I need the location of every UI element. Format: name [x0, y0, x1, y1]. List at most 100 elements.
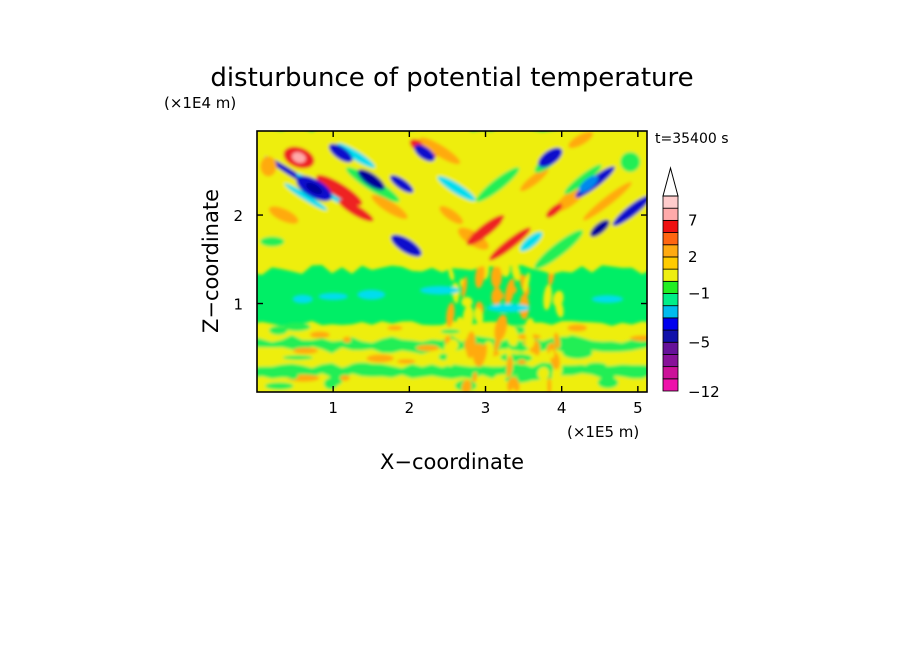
contour-region: [357, 169, 385, 191]
colorbar-extend-arrow: [662, 166, 679, 197]
contour-region: [506, 326, 519, 347]
chart-title: disturbunce of potential temperature: [210, 63, 693, 93]
contour-region: [462, 305, 474, 330]
contour-region: [475, 263, 485, 289]
contour-region: [487, 303, 530, 313]
contour-region: [292, 152, 306, 163]
y-axis-label: Z−coordinate: [199, 189, 223, 333]
contour-region: [328, 143, 353, 163]
contour-region: [465, 331, 476, 359]
contour-region: [547, 377, 552, 392]
contour-region: [520, 231, 543, 252]
colorbar-swatch: [662, 219, 679, 233]
contour-region: [553, 332, 561, 349]
colorbar-swatch: [662, 329, 679, 343]
contour-region: [260, 236, 285, 247]
contour-region: [545, 203, 563, 218]
contour-region: [537, 367, 550, 380]
plot-frame: [256, 130, 648, 393]
contour-region: [387, 325, 403, 331]
colorbar-swatch: [662, 366, 679, 380]
contour-region: [533, 339, 541, 356]
contour-region: [339, 375, 350, 382]
contour-region: [347, 362, 377, 373]
colorbar-swatch: [662, 244, 679, 258]
contour-region: [419, 137, 461, 165]
contour-region: [448, 267, 455, 281]
colorbar-label: 7: [688, 211, 698, 229]
contour-region: [567, 324, 588, 332]
contour-region: [269, 325, 288, 335]
contour-region: [555, 336, 573, 343]
contour-region: [437, 176, 476, 202]
contour-region: [583, 182, 632, 221]
contour-region: [494, 333, 501, 352]
contour-region: [292, 294, 313, 304]
x-tick-label: 5: [633, 399, 643, 417]
colorbar-swatch: [662, 256, 679, 270]
contour-region: [520, 168, 549, 192]
contour-region: [586, 362, 607, 368]
contour-region: [517, 359, 527, 365]
colorbar-swatch: [662, 341, 679, 355]
contour-region: [543, 284, 552, 311]
contour-region: [524, 317, 535, 340]
contour-region: [466, 215, 505, 246]
contour-region: [461, 276, 468, 298]
contour-region: [568, 131, 594, 149]
colorbar: −5−127−12: [662, 166, 720, 401]
colorbar-label: 2: [688, 248, 698, 266]
colorbar-label: −1: [688, 285, 710, 303]
contour-region: [534, 230, 583, 269]
y-tick-label: 1: [233, 296, 243, 314]
contour-region: [282, 355, 313, 360]
contour-region: [292, 347, 319, 354]
contour-region: [492, 374, 504, 392]
contour-region: [507, 377, 515, 392]
contour-region: [336, 143, 376, 169]
contour-region: [309, 331, 330, 339]
contour-region: [440, 329, 460, 334]
contour-region: [318, 292, 348, 301]
contour-region: [389, 175, 414, 194]
contour-region: [562, 347, 593, 359]
colorbar-swatch: [662, 232, 679, 246]
contour-region: [612, 195, 647, 227]
colorbar-swatch: [662, 195, 679, 209]
contour-region: [590, 219, 610, 237]
contour-region: [549, 349, 555, 359]
x-tick-label: 2: [405, 399, 415, 417]
contour-region: [523, 272, 530, 293]
colorbar-label: −5: [688, 333, 710, 351]
x-tick-label: 3: [481, 399, 491, 417]
contour-region: [494, 314, 508, 342]
contour-region: [504, 278, 515, 306]
contour-region: [257, 133, 294, 162]
contour-region: [491, 287, 503, 306]
y-multiplier-label: (×1E4 m): [164, 94, 236, 112]
contour-region: [578, 175, 599, 193]
contour-region: [366, 354, 394, 363]
colorbar-swatch: [662, 305, 679, 319]
x-tick-label: 4: [557, 399, 567, 417]
contour-region: [591, 295, 624, 303]
y-tick-label: 2: [233, 207, 243, 225]
colorbar-swatch: [662, 317, 679, 331]
contour-region: [506, 367, 511, 378]
contour-region: [528, 382, 534, 392]
contour-field: [257, 131, 647, 392]
x-tick-label: 1: [328, 399, 338, 417]
contour-region: [479, 344, 488, 364]
contour-region: [357, 289, 386, 300]
contour-region: [489, 227, 531, 261]
contour-region: [420, 286, 460, 295]
contour-region: [446, 302, 455, 328]
colorbar-swatch: [662, 268, 679, 282]
contour-region: [324, 377, 338, 390]
colorbar-swatch: [662, 293, 679, 307]
contour-region: [461, 296, 473, 308]
contour-region: [268, 206, 299, 224]
contour-region: [287, 373, 299, 380]
contour-region: [447, 339, 459, 351]
x-axis: 1 2 3 4 5: [328, 131, 643, 417]
